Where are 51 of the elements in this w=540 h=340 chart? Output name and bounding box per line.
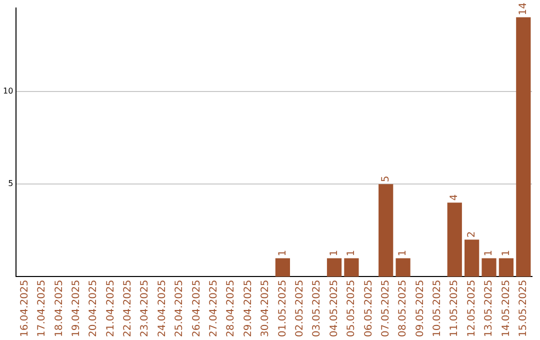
- x-tick-label: 16.04.2025: [19, 280, 30, 338]
- data-label: 1: [500, 250, 512, 256]
- bar: [464, 240, 480, 277]
- x-tick-label: 08.05.2025: [398, 280, 409, 338]
- bar: [498, 258, 514, 277]
- x-tick-label: 01.05.2025: [277, 280, 288, 338]
- x-tick-label: 10.05.2025: [432, 280, 444, 338]
- y-tick-label: 10: [2, 86, 14, 96]
- data-label: 5: [380, 176, 392, 182]
- x-tick-label: 06.05.2025: [363, 280, 374, 338]
- x-tick-label: 14.05.2025: [500, 280, 512, 338]
- bar: [516, 17, 531, 277]
- data-label: 1: [346, 250, 358, 256]
- x-tick-label: 25.04.2025: [174, 280, 186, 338]
- bar: [275, 258, 290, 277]
- data-label: 1: [328, 250, 340, 256]
- data-label: 1: [277, 250, 288, 256]
- bar: [378, 184, 394, 277]
- data-label: 14: [518, 2, 529, 16]
- x-tick-label: 17.04.2025: [36, 280, 48, 338]
- x-tick-label: 22.04.2025: [122, 280, 134, 338]
- x-tick-label: 23.04.2025: [140, 280, 151, 338]
- bar: [396, 258, 410, 277]
- x-tick-label: 13.05.2025: [484, 280, 495, 338]
- x-tick-label: 03.05.2025: [312, 280, 323, 338]
- data-label: 4: [449, 194, 460, 201]
- data-label: 1: [484, 250, 495, 256]
- x-tick-label: 18.04.2025: [54, 280, 65, 338]
- x-tick-label: 11.05.2025: [449, 280, 460, 338]
- x-tick-label: 21.04.2025: [105, 280, 116, 338]
- bar: [482, 258, 496, 277]
- x-tick-label: 27.04.2025: [208, 280, 220, 338]
- x-tick-label: 09.05.2025: [414, 280, 426, 338]
- x-tick-label: 28.04.2025: [226, 280, 237, 338]
- x-tick-label: 04.05.2025: [328, 280, 340, 338]
- bar: [447, 202, 462, 277]
- data-label: 2: [466, 231, 478, 238]
- bar: [344, 258, 359, 277]
- x-tick-label: 02.05.2025: [294, 280, 306, 338]
- x-tick-label: 12.05.2025: [466, 280, 478, 338]
- x-tick-label: 15.05.2025: [518, 280, 529, 338]
- x-tick-label: 05.05.2025: [346, 280, 358, 338]
- x-tick-label: 24.04.2025: [156, 280, 168, 338]
- x-tick-label: 26.04.2025: [191, 280, 202, 338]
- x-tick-label: 20.04.2025: [88, 280, 100, 338]
- x-tick-label: 30.04.2025: [260, 280, 272, 338]
- data-label: 1: [398, 250, 409, 256]
- x-tick-label: 19.04.2025: [70, 280, 82, 338]
- bar: [326, 258, 342, 277]
- x-tick-label: 07.05.2025: [380, 280, 392, 338]
- x-tick-label: 29.04.2025: [242, 280, 254, 338]
